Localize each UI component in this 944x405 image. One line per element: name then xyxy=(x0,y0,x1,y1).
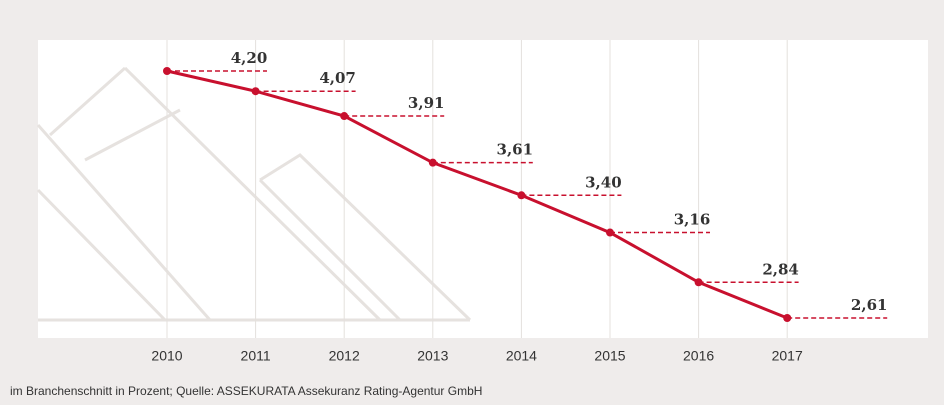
x-tick-label: 2014 xyxy=(506,348,537,364)
value-label: 4,07 xyxy=(319,69,356,87)
value-label: 3,91 xyxy=(408,94,445,112)
point xyxy=(783,314,791,322)
x-tick-label: 2016 xyxy=(683,348,714,364)
point xyxy=(340,112,348,120)
x-tick-label: 2012 xyxy=(329,348,360,364)
value-label: 2,61 xyxy=(851,296,888,314)
x-tick-label: 2015 xyxy=(594,348,625,364)
point xyxy=(606,229,614,237)
x-tick-label: 2013 xyxy=(417,348,448,364)
x-tick-label: 2010 xyxy=(151,348,182,364)
point xyxy=(252,87,260,95)
point xyxy=(429,159,437,167)
point xyxy=(695,278,703,286)
page: {"chart_data": {"type": "line", "categor… xyxy=(0,0,944,405)
value-label: 3,40 xyxy=(585,173,622,191)
point xyxy=(163,67,171,75)
value-label: 3,16 xyxy=(674,211,711,229)
footnote: im Branchenschnitt in Prozent; Quelle: A… xyxy=(10,384,482,398)
plot-panel xyxy=(38,40,928,338)
chart: im Branchenschnitt in Prozent; Quelle: A… xyxy=(0,0,944,405)
x-tick-label: 2011 xyxy=(241,348,271,364)
x-tick-label: 2017 xyxy=(772,348,803,364)
value-label: 4,20 xyxy=(231,49,268,67)
value-label: 3,61 xyxy=(497,141,534,159)
point xyxy=(517,191,525,199)
value-label: 2,84 xyxy=(762,260,799,278)
